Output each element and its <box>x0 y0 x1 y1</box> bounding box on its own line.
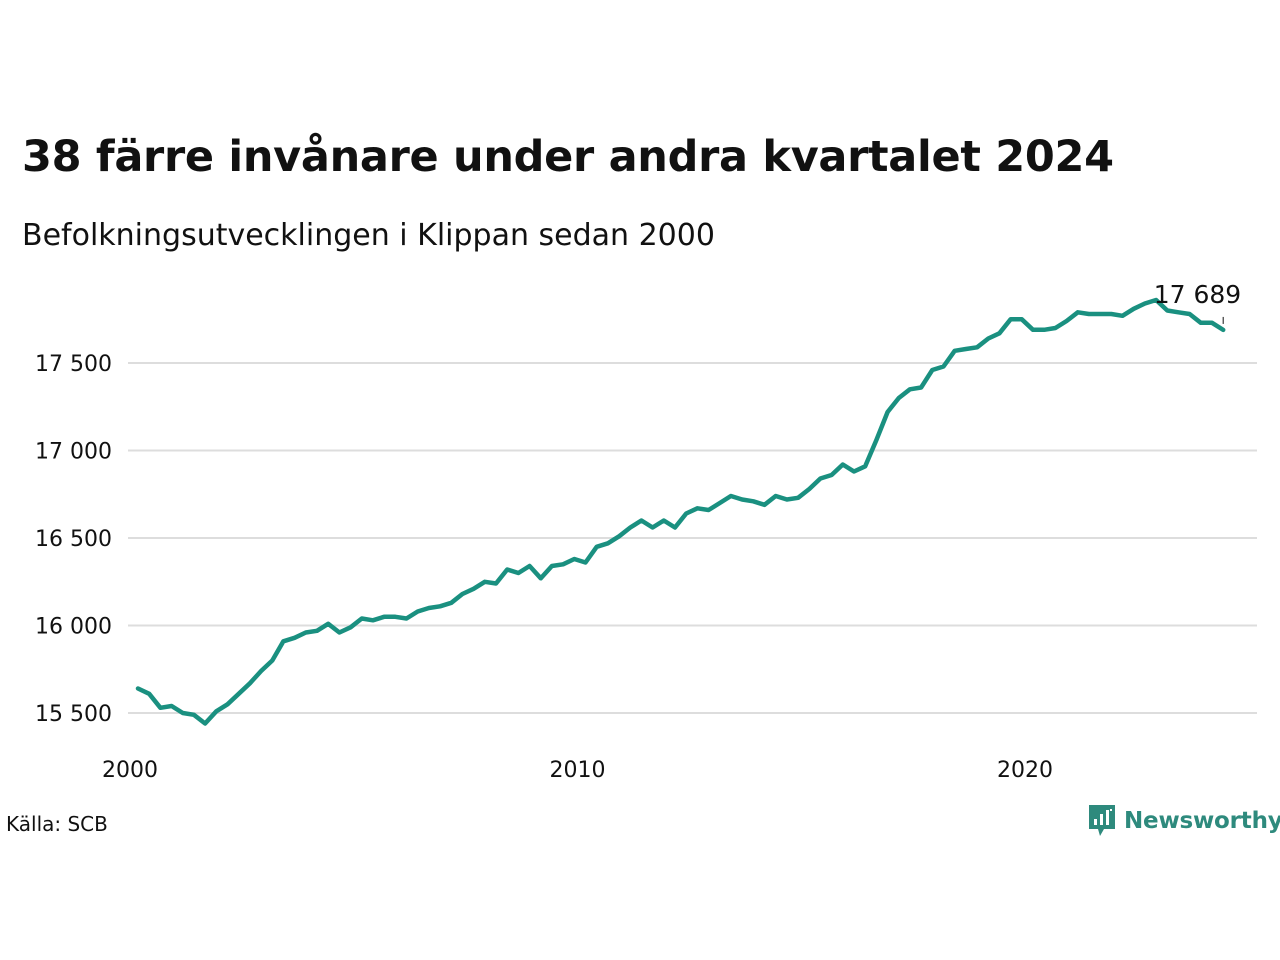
chart-title: 38 färre invånare under andra kvartalet … <box>22 132 1114 182</box>
y-tick-label: 16 500 <box>35 527 112 552</box>
y-axis-ticks: 15 500 16 000 16 500 17 000 17 500 <box>35 352 112 727</box>
y-tick-label: 17 500 <box>35 352 112 377</box>
end-label-layer: 17 689 <box>1154 280 1241 324</box>
newsworthy-logo-icon <box>1089 805 1115 836</box>
x-tick-label: 2020 <box>997 758 1053 783</box>
series-layer <box>135 297 1226 726</box>
gridlines <box>128 362 1257 714</box>
y-tick-label: 17 000 <box>35 440 112 465</box>
y-tick-label: 15 500 <box>35 702 112 727</box>
brand-name: Newsworthy <box>1124 808 1280 834</box>
x-tick-label: 2000 <box>102 758 158 783</box>
series-line <box>135 297 1226 726</box>
x-axis-ticks: 2000 2010 2020 <box>102 758 1053 783</box>
chart-subtitle: Befolkningsutvecklingen i Klippan sedan … <box>22 218 715 253</box>
brand-logo[interactable]: Newsworthy <box>1088 804 1280 838</box>
end-value-label: 17 689 <box>1154 280 1241 309</box>
y-tick-label: 16 000 <box>35 615 112 640</box>
x-tick-label: 2010 <box>550 758 606 783</box>
source-note: Källa: SCB <box>6 812 108 836</box>
